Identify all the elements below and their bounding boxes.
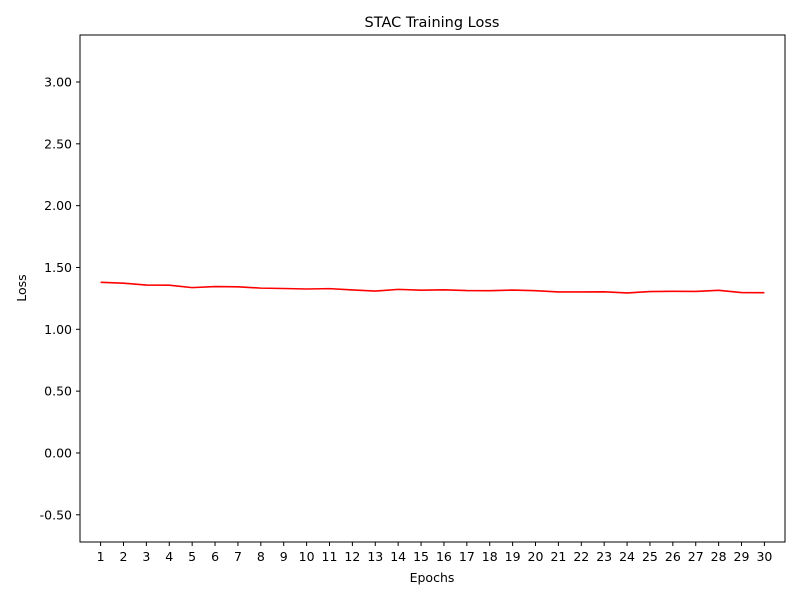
y-tick-label: 0.50	[44, 384, 72, 399]
x-tick-label: 21	[550, 549, 566, 564]
y-tick-label: 1.50	[44, 260, 72, 275]
x-tick-label: 13	[367, 549, 383, 564]
y-axis-label: Loss	[14, 274, 29, 301]
y-tick-label: -0.50	[40, 507, 72, 522]
y-tick-label: 3.00	[44, 74, 72, 89]
x-tick-label: 19	[505, 549, 521, 564]
series-line	[100, 281, 765, 294]
x-tick-label: 9	[280, 549, 288, 564]
y-axis: -0.50 0.00 0.50 1.00 1.50 2.00 2.50 3.00	[40, 74, 80, 522]
x-tick-label: 16	[436, 549, 452, 564]
x-tick-label: 23	[596, 549, 612, 564]
x-tick-label: 17	[459, 549, 475, 564]
x-tick-label: 8	[257, 549, 265, 564]
x-tick-label: 24	[619, 549, 635, 564]
plot-area-frame	[79, 34, 786, 543]
chart-title: STAC Training Loss	[365, 15, 500, 31]
x-axis-label: Epochs	[410, 570, 455, 585]
x-tick-label: 6	[211, 549, 219, 564]
x-tick-label: 5	[188, 549, 196, 564]
x-tick-label: 14	[390, 549, 406, 564]
x-tick-label: 22	[573, 549, 589, 564]
x-tick-label: 1	[97, 549, 105, 564]
x-tick-label: 4	[165, 549, 173, 564]
x-tick-label: 10	[299, 549, 315, 564]
y-tick-label: 0.00	[44, 445, 72, 460]
x-tick-label: 20	[528, 549, 544, 564]
x-axis: 1 2 3 4 5 6 7 8 9 10 11 12 13 14 15 16 17 18 19 20 21 22 23 24 2…	[97, 542, 772, 564]
x-tick-label: 25	[642, 549, 658, 564]
x-tick-label: 26	[665, 549, 681, 564]
x-tick-label: 27	[688, 549, 704, 564]
y-tick-label: 1.00	[44, 322, 72, 337]
x-tick-label: 7	[234, 549, 242, 564]
y-tick-label: 2.50	[44, 136, 72, 151]
series-layer	[100, 281, 765, 294]
x-tick-label: 29	[734, 549, 750, 564]
x-tick-label: 30	[756, 549, 772, 564]
x-tick-label: 12	[344, 549, 360, 564]
x-tick-label: 28	[711, 549, 727, 564]
x-tick-label: 11	[322, 549, 338, 564]
x-tick-label: 18	[482, 549, 498, 564]
y-tick-label: 2.00	[44, 198, 72, 213]
x-tick-label: 15	[413, 549, 429, 564]
x-tick-label: 3	[142, 549, 150, 564]
x-tick-label: 2	[120, 549, 128, 564]
